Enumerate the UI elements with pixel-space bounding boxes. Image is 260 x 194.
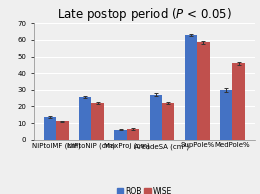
- Legend: ROB, WISE: ROB, WISE: [116, 186, 173, 194]
- Bar: [92, 103, 104, 140]
- Bar: [150, 95, 162, 140]
- Bar: [220, 90, 232, 140]
- Bar: [114, 130, 127, 140]
- Bar: [162, 103, 174, 140]
- Bar: [185, 35, 197, 140]
- Bar: [197, 42, 210, 140]
- Bar: [232, 63, 245, 140]
- Bar: [79, 97, 92, 140]
- Title: Late postop period ($\mathit{P}$ < 0.05): Late postop period ($\mathit{P}$ < 0.05): [57, 6, 232, 23]
- Bar: [44, 117, 56, 140]
- Bar: [127, 129, 139, 140]
- Bar: [56, 121, 69, 140]
